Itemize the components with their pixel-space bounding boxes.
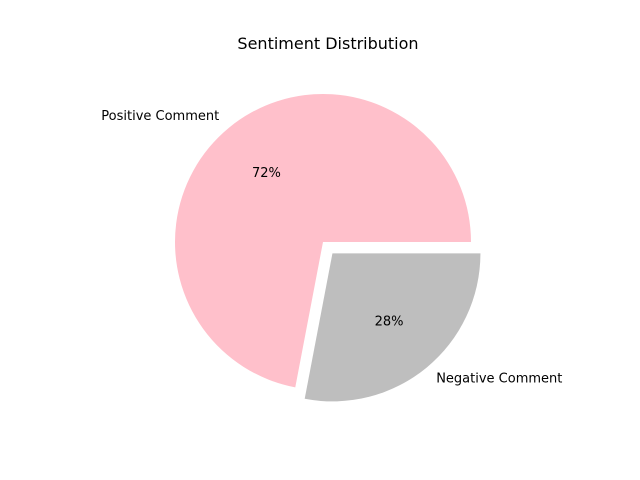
pie-labels: Positive Comment 72% Negative Comment 28% xyxy=(101,109,562,386)
slice-label-negative-comment: Negative Comment xyxy=(436,371,562,386)
chart-title: Sentiment Distribution xyxy=(237,34,418,53)
slice-label-positive-comment: Positive Comment xyxy=(101,109,219,124)
pie-slices xyxy=(174,94,481,402)
slice-pct-label-negative-comment: 28% xyxy=(375,314,404,329)
pie-slice-positive-comment xyxy=(174,94,471,388)
slice-pct-label-positive-comment: 72% xyxy=(252,166,281,181)
pie-slice-negative-comment xyxy=(304,253,481,402)
